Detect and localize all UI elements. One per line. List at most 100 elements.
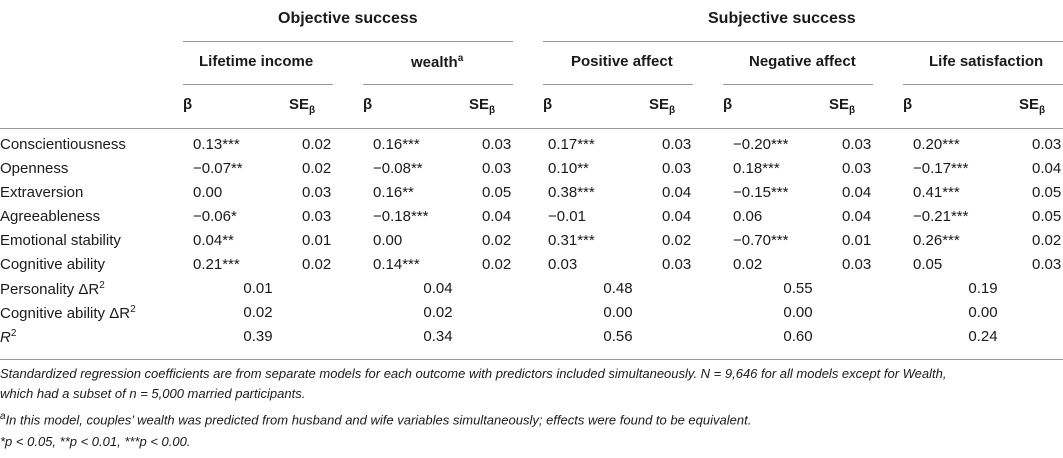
se-cell: 0.03 [1032, 256, 1062, 273]
summary-cell: 0.01 [243, 280, 273, 297]
wealth-footnote-mark: a [457, 53, 464, 64]
summary-row-label: Cognitive ability ΔR2 [0, 304, 136, 322]
summary-label-text: Personality ΔR [0, 281, 100, 298]
beta-header: β [183, 96, 193, 113]
se-cell: 0.01 [302, 232, 332, 249]
se-header: SEβ [289, 96, 315, 116]
summary-cell: 0.00 [783, 304, 813, 321]
summary-cell: 0.55 [783, 280, 813, 297]
se-label: SE [469, 96, 490, 113]
se-cell: 0.05 [1032, 208, 1062, 225]
col-header-lifetime-income: Lifetime income [199, 53, 314, 70]
negative-affect-rule [723, 84, 873, 85]
se-header: SEβ [469, 96, 495, 116]
se-cell: 0.04 [1032, 160, 1062, 177]
header-bottom-rule [0, 128, 1063, 129]
summary-label-text: Cognitive ability ΔR [0, 305, 131, 322]
se-cell: 0.03 [842, 256, 872, 273]
beta-cell: 0.00 [193, 184, 223, 201]
col-header-life-satisfaction: Life satisfaction [929, 53, 1044, 70]
footnote-a: aIn this model, couples’ wealth was pred… [0, 411, 751, 427]
se-cell: 0.05 [1032, 184, 1062, 201]
beta-cell: −0.20*** [733, 136, 789, 153]
beta-cell: 0.10** [548, 160, 589, 177]
beta-cell: −0.18*** [373, 208, 429, 225]
beta-cell: 0.03 [548, 256, 578, 273]
beta-cell: 0.06 [733, 208, 763, 225]
row-label: Openness [0, 160, 69, 177]
beta-cell: −0.17*** [913, 160, 969, 177]
se-subscript: β [1039, 105, 1046, 116]
group-header-objective: Objective success [278, 10, 418, 27]
se-cell: 0.05 [482, 184, 512, 201]
se-cell: 0.02 [302, 160, 332, 177]
se-cell: 0.02 [302, 136, 332, 153]
se-label: SE [649, 96, 670, 113]
row-label: Emotional stability [0, 232, 121, 249]
significance-note: *p < 0.05, **p < 0.01, ***p < 0.00. [0, 434, 191, 449]
beta-cell: 0.38*** [548, 184, 595, 201]
se-header: SEβ [829, 96, 855, 116]
se-cell: 0.04 [842, 184, 872, 201]
footnote-a-mark: a [0, 411, 6, 422]
row-label: Extraversion [0, 184, 84, 201]
summary-label-sup: 2 [99, 280, 105, 291]
se-cell: 0.02 [482, 256, 512, 273]
beta-cell: 0.05 [913, 256, 943, 273]
beta-cell: −0.15*** [733, 184, 789, 201]
row-label: Agreeableness [0, 208, 101, 225]
beta-header: β [543, 96, 553, 113]
col-header-wealth: wealtha [411, 53, 463, 71]
se-cell: 0.03 [482, 136, 512, 153]
se-subscript: β [489, 105, 496, 116]
se-subscript: β [669, 105, 676, 116]
se-cell: 0.03 [1032, 136, 1062, 153]
se-cell: 0.03 [482, 160, 512, 177]
summary-cell: 0.39 [243, 328, 273, 345]
beta-header: β [723, 96, 733, 113]
beta-cell: 0.16*** [373, 136, 420, 153]
beta-cell: −0.06* [193, 208, 237, 225]
beta-cell: 0.41*** [913, 184, 960, 201]
note-line-2: which had a subset of n = 5,000 married … [0, 386, 306, 401]
se-cell: 0.04 [842, 208, 872, 225]
se-cell: 0.02 [1032, 232, 1062, 249]
col-header-negative-affect: Negative affect [749, 53, 856, 70]
life-satisfaction-rule [903, 84, 1063, 85]
beta-cell: 0.31*** [548, 232, 595, 249]
se-cell: 0.01 [842, 232, 872, 249]
summary-cell: 0.19 [968, 280, 998, 297]
se-cell: 0.03 [662, 136, 692, 153]
note-line-1: Standardized regression coefficients are… [0, 366, 947, 381]
se-cell: 0.02 [482, 232, 512, 249]
summary-label-sup: 2 [10, 328, 17, 339]
se-cell: 0.03 [842, 136, 872, 153]
summary-cell: 0.04 [423, 280, 453, 297]
beta-cell: 0.20*** [913, 136, 960, 153]
beta-cell: 0.17*** [548, 136, 595, 153]
positive-affect-rule [543, 84, 693, 85]
se-subscript: β [309, 105, 316, 116]
se-cell: 0.03 [662, 256, 692, 273]
beta-cell: −0.70*** [733, 232, 789, 249]
se-label: SE [1019, 96, 1040, 113]
summary-cell: 0.34 [423, 328, 453, 345]
row-label: Conscientiousness [0, 136, 126, 153]
row-label: Cognitive ability [0, 256, 106, 273]
se-cell: 0.02 [662, 232, 692, 249]
se-cell: 0.04 [662, 184, 692, 201]
beta-header: β [363, 96, 373, 113]
summary-cell: 0.60 [783, 328, 813, 345]
beta-cell: −0.21*** [913, 208, 969, 225]
beta-cell: 0.04** [193, 232, 234, 249]
summary-cell: 0.02 [423, 304, 453, 321]
footnote-a-text: In this model, couples’ wealth was predi… [5, 412, 752, 428]
beta-cell: −0.01 [548, 208, 586, 225]
beta-cell: 0.18*** [733, 160, 780, 177]
group-header-subjective: Subjective success [708, 10, 856, 27]
beta-cell: 0.00 [373, 232, 403, 249]
objective-group-rule [183, 41, 513, 42]
summary-cell: 0.24 [968, 328, 998, 345]
se-cell: 0.04 [482, 208, 512, 225]
wealth-rule [363, 84, 513, 85]
